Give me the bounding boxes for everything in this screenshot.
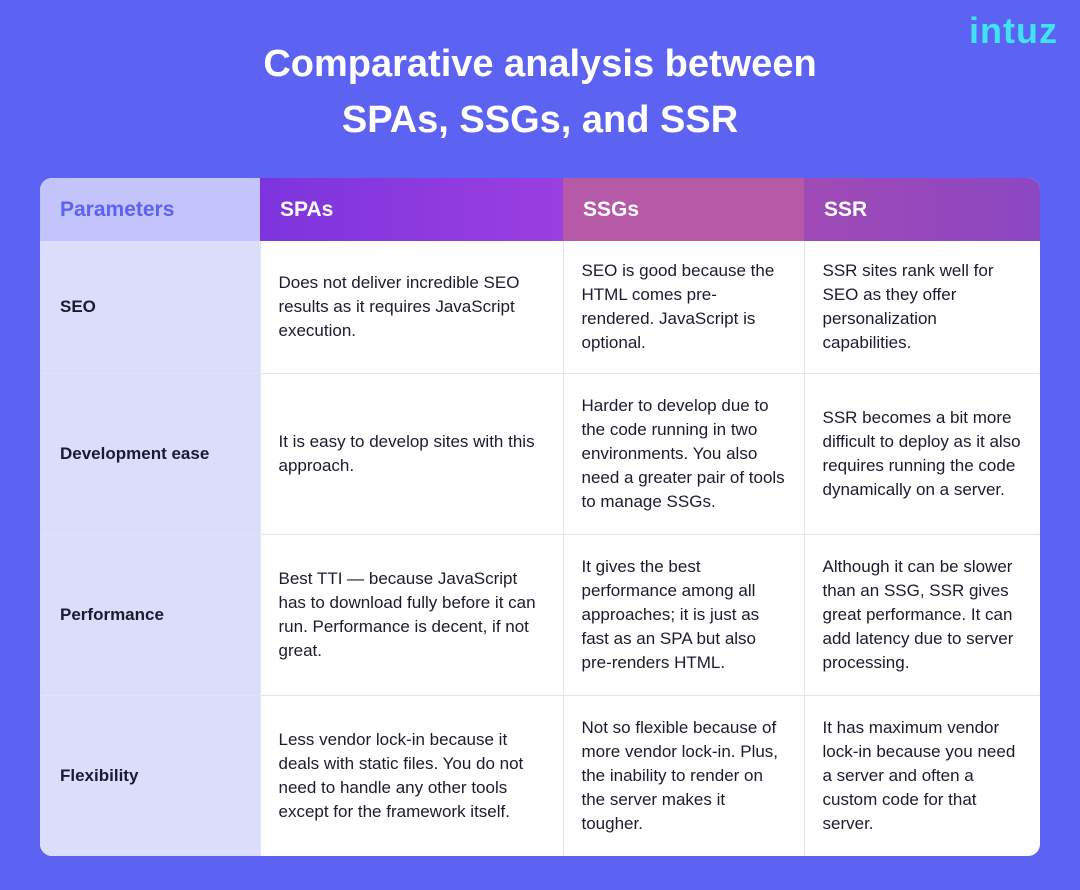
table-cell: It is easy to develop sites with this ap… [259,373,563,535]
table-cell: Less vendor lock-in because it deals wit… [259,695,563,856]
table-cell: SEO is good because the HTML comes pre-r… [562,241,804,374]
column-header: SSR [804,178,1040,241]
table-body: SEO Does not deliver incredible SEO resul… [40,241,1040,856]
table-cell: SSR becomes a bit more difficult to depl… [803,373,1040,535]
table-cell: Does not deliver incredible SEO results … [259,241,563,374]
column-header: SSGs [563,178,804,241]
row-header: Development ease [40,373,260,535]
table-cell: It gives the best performance among all … [562,534,804,696]
table-cell: Not so flexible because of more vendor l… [562,695,804,856]
column-header: Parameters [40,178,260,241]
row-header: Performance [40,534,260,696]
table-cell: SSR sites rank well for SEO as they offe… [803,241,1040,374]
table-container: Parameters SPAs SSGs SSR SEO Does not delive… [40,178,1040,856]
table-row: Development ease It is easy to develop si… [40,373,1040,535]
row-header: Flexibility [40,695,260,856]
header-row: Parameters SPAs SSGs SSR [40,178,1040,241]
table-cell: It has maximum vendor lock-in because yo… [803,695,1040,856]
table-row: Performance Best TTI — because JavaScript… [40,534,1040,696]
logo: intuz [969,10,1058,51]
table-row: Flexibility Less vendor lock-in because i… [40,695,1040,856]
table-cell: Harder to develop due to the code runnin… [562,373,804,535]
title-line: SPAs, SSGs, and SSR [341,99,739,141]
table-cell: Best TTI — because JavaScript has to dow… [259,534,563,696]
table-row: SEO Does not deliver incredible SEO resul… [40,241,1040,374]
column-header: SPAs [260,178,563,241]
table-cell: Although it can be slower than an SSG, S… [803,534,1040,696]
row-header: SEO [40,241,260,374]
title-line: Comparative analysis between [263,43,817,85]
title: Comparative analysis between SPAs, SSGs,… [0,36,1080,148]
comparison-table: Parameters SPAs SSGs SSR SEO Does not delive… [40,178,1040,856]
